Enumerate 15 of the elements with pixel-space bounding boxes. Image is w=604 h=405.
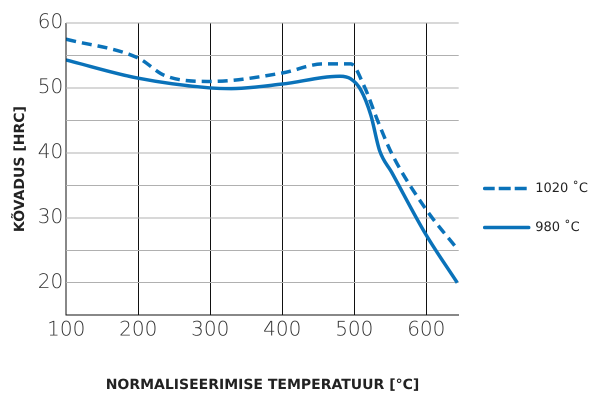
legend-label: 1020 ˚C bbox=[535, 180, 588, 196]
y-tick-label: 20 bbox=[38, 268, 64, 293]
y-tick-label: 60 bbox=[38, 9, 64, 34]
x-tick-label: 100 bbox=[47, 316, 86, 340]
x-tick-label: 200 bbox=[119, 316, 158, 340]
y-tick-label: 50 bbox=[38, 74, 64, 98]
x-axis-title: NORMALISEERIMISE TEMPERATUUR [°C] bbox=[106, 377, 420, 394]
x-tick-label: 400 bbox=[263, 316, 302, 340]
x-tick-label: 500 bbox=[335, 316, 374, 340]
x-tick-label: 300 bbox=[191, 316, 230, 340]
y-tick-label: 40 bbox=[38, 139, 64, 164]
y-axis-title: KÕVADUS [HRC] bbox=[11, 106, 28, 232]
x-tick-label: 600 bbox=[407, 316, 446, 340]
legend-label: 980 ˚C bbox=[535, 218, 580, 235]
y-tick-label: 30 bbox=[38, 204, 64, 228]
